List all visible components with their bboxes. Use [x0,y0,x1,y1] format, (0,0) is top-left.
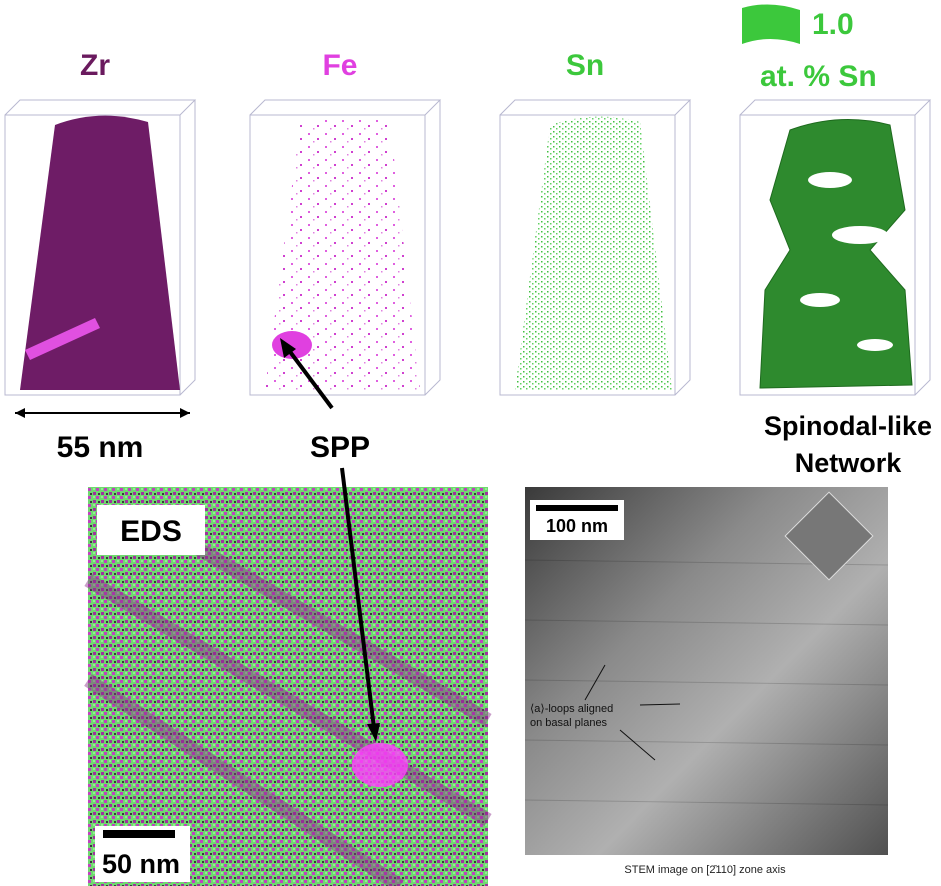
iso-caption: Network [795,448,903,478]
stem-diffraction [784,491,874,581]
zr-volume [20,115,180,390]
stem-scale-bar [536,505,618,511]
iso-holes [800,172,893,351]
iso-surface [759,119,913,389]
eds-scale: 50 nm [102,849,180,879]
fe-spp [272,331,312,359]
zr-label: Zr [80,49,110,82]
arrow-head [367,723,380,742]
stem-note: ⟨a⟩-loops aligned [530,703,613,715]
eds-label: EDS [120,515,182,548]
eds-scale-bar [103,830,175,838]
zr-scale: 55 nm [57,431,144,464]
bounding-boxes [4,99,932,396]
eds-label-box [97,505,205,555]
stem-fringes [524,559,889,806]
fe-volume [265,116,420,391]
iso-icon [742,4,800,45]
arrow-head [280,338,296,358]
stem-caption: STEM image on [2̄110] zone axis [624,864,786,876]
sn-label: Sn [566,49,604,82]
iso-value: 1.0 [812,8,854,41]
zr-spp [25,318,100,360]
stem-scale: 100 nm [546,516,608,536]
fe-label: Fe [322,49,357,82]
eds-spp [352,743,408,787]
stem-note: on basal planes [530,717,608,729]
stem-pointers [584,664,681,761]
sn-volume [515,116,672,391]
spp-label: SPP [310,431,370,464]
spp-arrow [340,467,376,729]
iso-caption: Spinodal-like [764,411,932,441]
spp-arrow [283,343,334,410]
iso-unit: at. % Sn [760,60,877,93]
eds-bands [84,513,492,886]
